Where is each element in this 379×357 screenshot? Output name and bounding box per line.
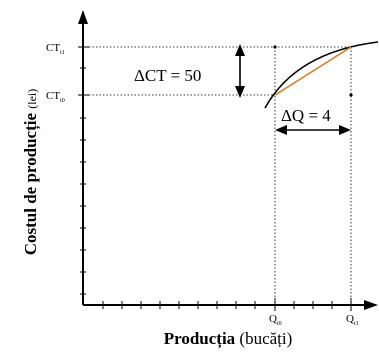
cost-curve: [264, 41, 379, 109]
delta-q-arrow-right-icon: [339, 125, 351, 135]
y-axis-arrow-icon: [78, 10, 88, 24]
secant-line: [274, 46, 352, 96]
x-tick-q0: Qt0: [269, 313, 282, 327]
guide-lines: [89, 46, 352, 300]
y-tick-ct0: CTt0: [46, 90, 65, 104]
delta-ct-arrow-up-icon: [235, 44, 245, 56]
x-axis-ticks: [102, 298, 352, 311]
y-tick-ct1: CTt1: [46, 42, 65, 56]
x-axis-arrow-icon: [364, 300, 378, 310]
delta-ct-label: ΔCT = 50: [134, 66, 201, 85]
guide-dot-ct1-q0: [273, 45, 277, 49]
delta-ct-arrow-down-icon: [235, 86, 245, 98]
x-tick-q1: Qt1: [346, 313, 359, 327]
x-axis-title: Producția (bucăți): [164, 329, 293, 349]
y-axis-title: Costul de producție (lei): [21, 89, 41, 256]
delta-q-arrow-left-icon: [275, 125, 287, 135]
y-axis-ticks: [78, 46, 89, 295]
delta-q-label: ΔQ = 4: [281, 106, 331, 125]
guide-dot-ct0-q1: [349, 93, 353, 97]
